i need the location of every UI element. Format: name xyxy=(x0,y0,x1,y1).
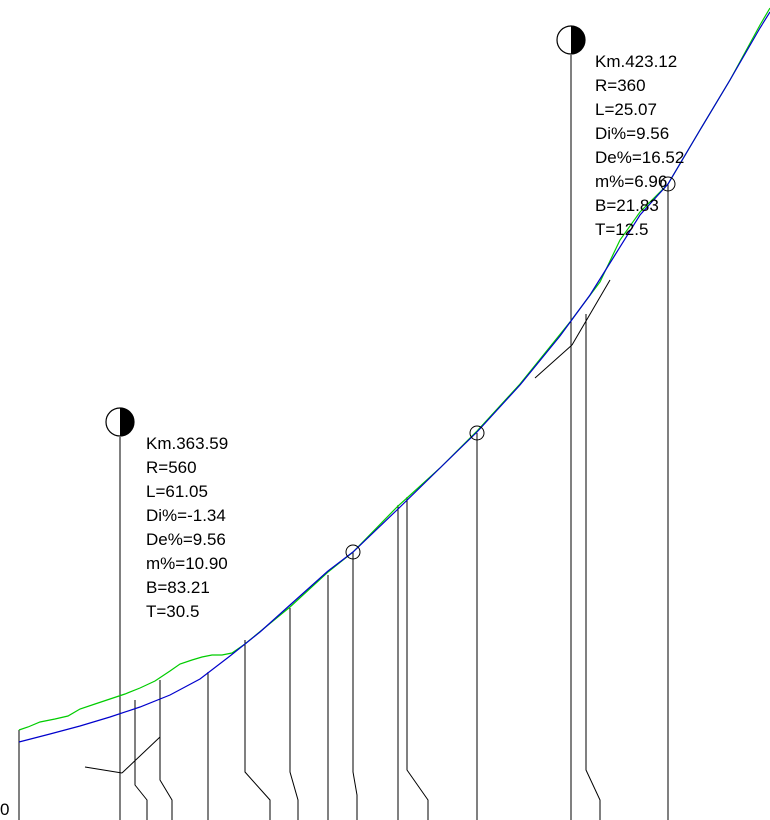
vertical-curve-points xyxy=(345,176,676,560)
station-lines xyxy=(18,184,669,820)
half-filled-circle-icon xyxy=(556,25,586,55)
tangent-line xyxy=(534,344,573,379)
curve-length-label: L=61.05 xyxy=(146,482,208,501)
tangent-lines xyxy=(84,279,611,774)
curve-tangent-label: T=30.5 xyxy=(146,602,199,621)
vertex-circle-icon xyxy=(660,176,676,192)
station-line xyxy=(406,497,429,820)
station-line xyxy=(289,608,299,820)
curve-annotation-1: Km.363.59 R=560 L=61.05 Di%=-1.34 De%=9.… xyxy=(146,434,228,621)
tangent-line xyxy=(121,736,161,774)
vertex-circle-icon xyxy=(345,544,361,560)
curve-grade-diff-label: m%=10.90 xyxy=(146,554,228,573)
origin-label: 0 xyxy=(0,800,9,819)
curve-annotation-2: Km.423.12 R=360 L=25.07 Di%=9.56 De%=16.… xyxy=(595,52,684,239)
tangent-line xyxy=(571,279,611,346)
curve-tangent-label: T=12.5 xyxy=(595,220,648,239)
curve-b-label: B=83.21 xyxy=(146,578,210,597)
curve-radius-label: R=360 xyxy=(595,76,646,95)
curve-grade-diff-label: m%=6.96 xyxy=(595,172,667,191)
station-line xyxy=(134,700,148,820)
station-line xyxy=(585,314,601,820)
curve-b-label: B=21.83 xyxy=(595,196,659,215)
curve-radius-label: R=560 xyxy=(146,458,197,477)
half-filled-circle-icon xyxy=(105,407,135,437)
station-line xyxy=(244,640,271,820)
vertex-circle-icon xyxy=(469,425,485,441)
design-grade-line xyxy=(18,11,770,743)
ground-line xyxy=(18,7,770,731)
station-line xyxy=(352,552,358,820)
curve-length-label: L=25.07 xyxy=(595,100,657,119)
curve-grade-out-label: De%=9.56 xyxy=(146,530,226,549)
curve-km-label: Km.363.59 xyxy=(146,434,228,453)
curve-grade-in-label: Di%=9.56 xyxy=(595,124,669,143)
curve-km-label: Km.423.12 xyxy=(595,52,677,71)
curve-grade-in-label: Di%=-1.34 xyxy=(146,506,226,525)
curve-marker-poles xyxy=(119,55,572,820)
tangent-line xyxy=(84,766,123,774)
curve-grade-out-label: De%=16.52 xyxy=(595,148,684,167)
station-line xyxy=(159,680,173,820)
